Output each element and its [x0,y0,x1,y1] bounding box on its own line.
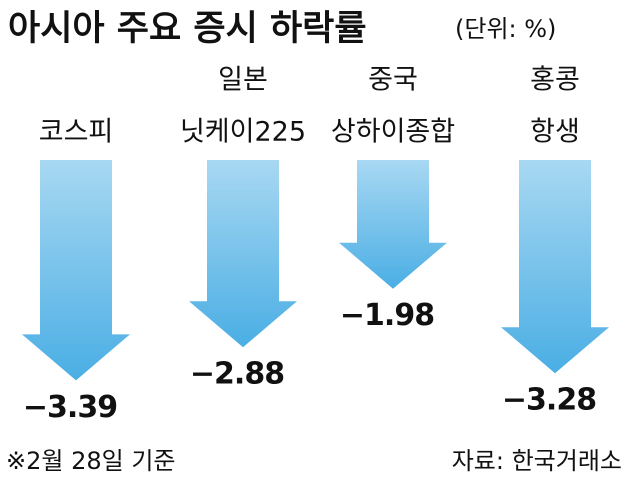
category-label: 항생 [530,117,580,148]
chart-title: 아시아 주요 증시 하락률 [8,9,367,49]
value-label: −3.28 [502,383,596,418]
value-label: −1.98 [340,298,434,333]
category-label: 닛케이225 [180,117,306,148]
category-label: 코스피 [39,117,114,148]
arrow [339,160,447,289]
category-label: 홍콩 [530,65,580,96]
source: 자료: 한국거래소 [452,447,622,475]
category-label: 일본 [218,65,268,96]
value-label: −3.39 [23,390,117,425]
category-label: 상하이종합 [331,117,455,148]
value-label: −2.88 [190,357,284,392]
note: ※2월 28일 기준 [6,447,176,475]
category-label: 중국 [368,65,418,96]
chart-subtitle: (단위: %) [455,15,556,43]
arrow [501,160,609,374]
arrow [22,160,130,381]
arrow [189,160,297,348]
